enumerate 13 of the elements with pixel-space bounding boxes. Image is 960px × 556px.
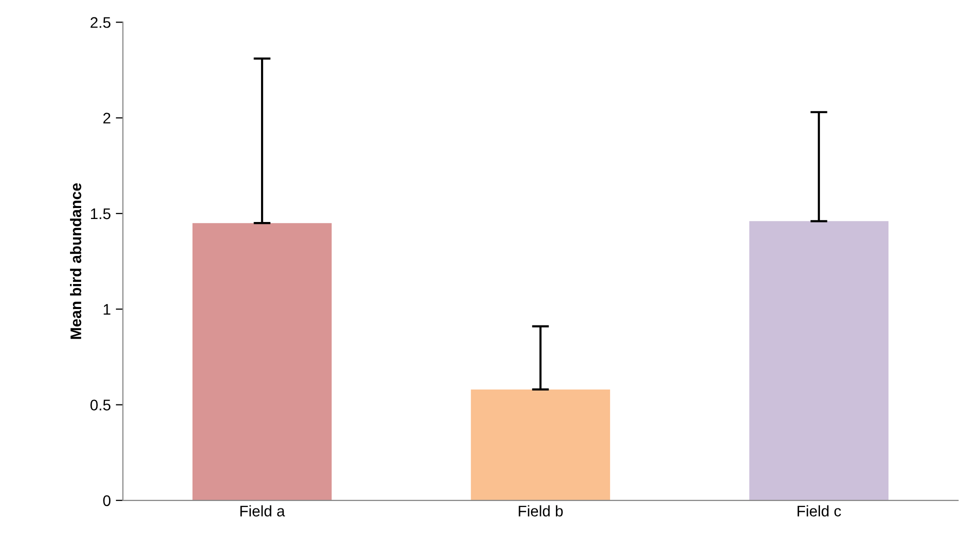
bar [192,223,332,500]
x-tick-label: Field c [798,505,841,516]
y-tick-label: 1.5 [91,208,110,220]
y-tick-label: 0.5 [90,400,110,410]
x-tick-label: Field b [518,505,563,516]
x-tick-label: Field a [240,505,286,516]
bar [749,221,888,500]
y-tick-label: 2.5 [90,17,110,28]
bar [470,389,610,500]
y-tick-label: 2 [103,112,110,124]
y-tick-label: 0 [103,495,110,506]
y-axis-title: Mean bird abundance [70,183,82,339]
y-tick-label: 1 [104,304,110,315]
